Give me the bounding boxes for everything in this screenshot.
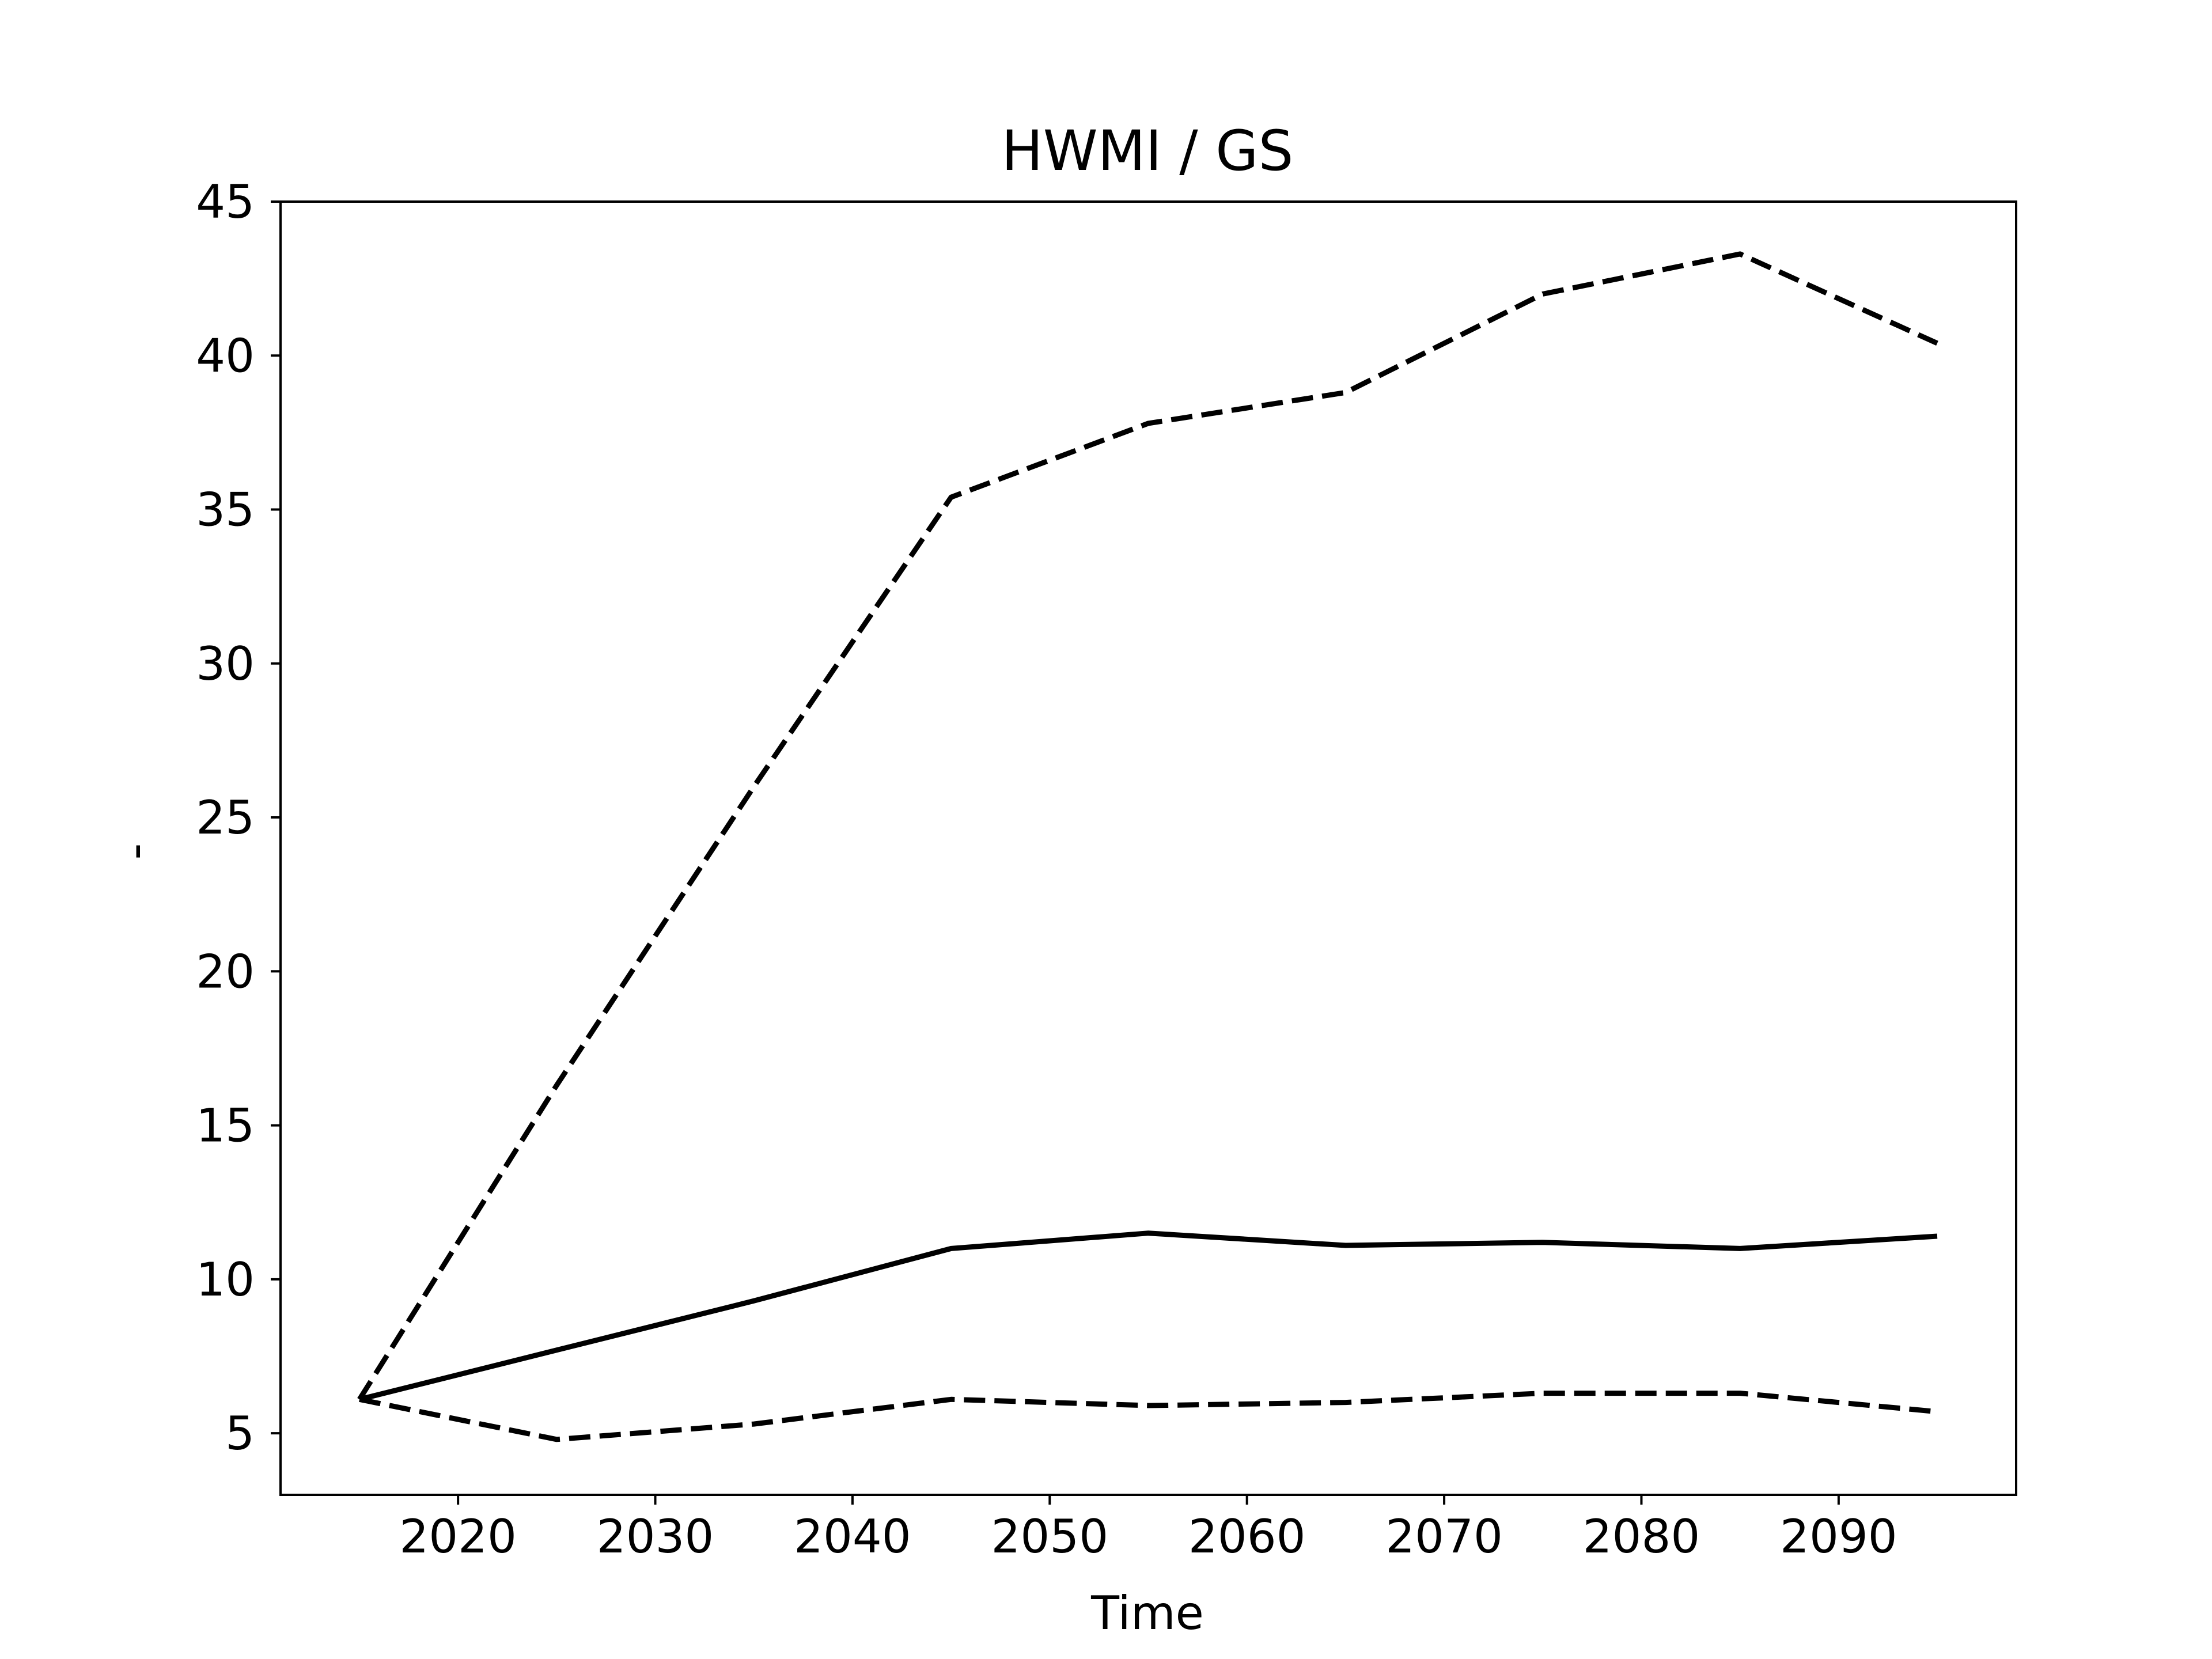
x-tick-label-2020: 2020 [399,1510,517,1563]
y-tick-label-20: 20 [196,945,255,998]
x-axis-label: Time [1090,1586,1204,1640]
y-tick-label-35: 35 [196,483,255,537]
series-line-1 [358,1230,1938,1402]
y-tick-label-40: 40 [196,329,255,382]
y-tick-label-25: 25 [196,791,255,844]
chart-title: HWMI / GS [1002,119,1294,183]
y-tick-label-5: 5 [225,1407,255,1460]
series-line-3 [359,1391,1938,1442]
x-tick-label-2070: 2070 [1385,1510,1503,1563]
x-tick-label-2030: 2030 [597,1510,714,1563]
axes-frame [279,200,2017,1496]
y-tick-label-15: 15 [196,1099,255,1153]
y-tick-label-30: 30 [196,637,255,691]
x-tick-label-2050: 2050 [991,1510,1109,1563]
y-tick-label-10: 10 [196,1253,255,1306]
y-tick-label-45: 45 [196,175,255,229]
x-tick-label-2060: 2060 [1188,1510,1306,1563]
plot-area: 2020 2030 2040 2050 2060 2070 2080 2090 5 10 15 20 2… [196,175,2017,1563]
y-axis-label: - [108,843,162,860]
series-line-2 [357,251,1938,1401]
x-tick-label-2090: 2090 [1780,1510,1897,1563]
x-tick-label-2080: 2080 [1583,1510,1700,1563]
x-tick-label-2040: 2040 [794,1510,911,1563]
